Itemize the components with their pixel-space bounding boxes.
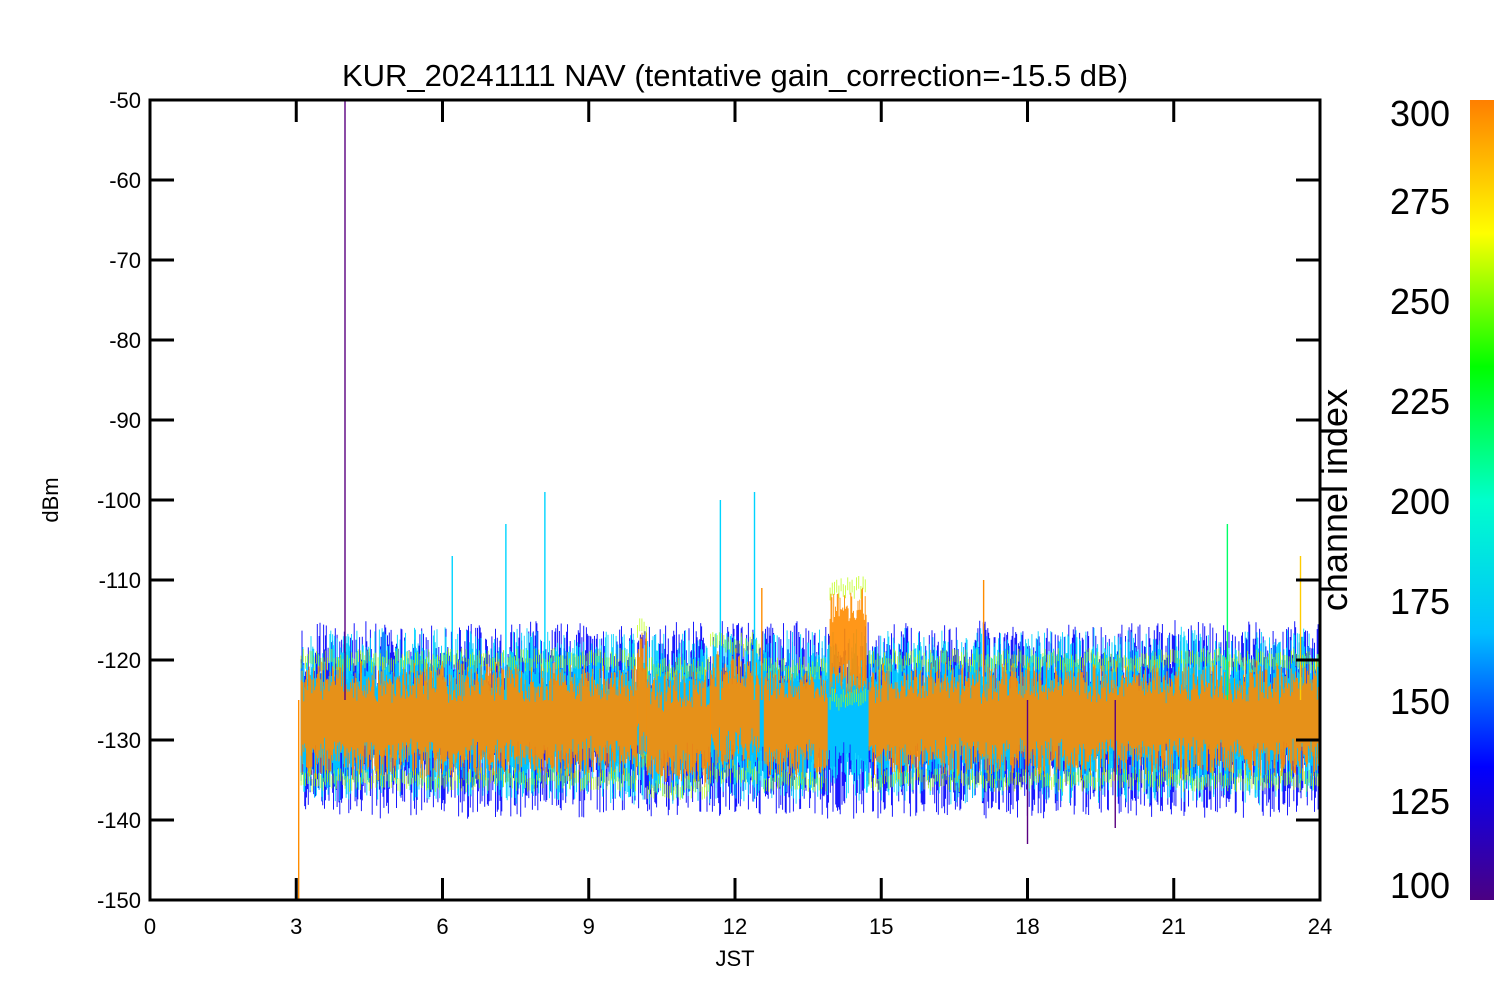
- x-axis: 0 3 6 9 12 15 18 21 24: [144, 100, 1332, 939]
- series-segment: [646, 669, 711, 788]
- band-edge: [300, 648, 636, 792]
- colorbar-tick-label: 125: [1390, 781, 1450, 822]
- series-segment: [710, 648, 760, 769]
- y-tick-label: -60: [109, 168, 141, 193]
- y-tick-label: -100: [97, 488, 141, 513]
- colorbar-tick-label: 100: [1390, 865, 1450, 906]
- y-tick-label: -110: [99, 568, 141, 593]
- colorbar-tick-label: 225: [1390, 381, 1450, 422]
- x-tick-label: 3: [290, 914, 302, 939]
- y-axis-label: dBm: [38, 477, 63, 522]
- y-tick-label: -140: [97, 808, 141, 833]
- y-tick-label: -120: [97, 648, 141, 673]
- x-tick-label: 12: [723, 914, 747, 939]
- series-segment: [300, 659, 638, 781]
- band-edge: [637, 618, 647, 775]
- colorbar: [1470, 100, 1494, 900]
- colorbar-ticks: 300 275 250 225 200 175 150 125 100: [1390, 93, 1450, 906]
- series-segment: [829, 587, 867, 699]
- x-tick-label: 9: [583, 914, 595, 939]
- series-segment: [868, 659, 1320, 782]
- colorbar-tick-label: 175: [1390, 581, 1450, 622]
- data-layer: [297, 100, 1320, 900]
- band-edge: [829, 576, 866, 711]
- series-segment: [763, 669, 828, 779]
- series-band-ch290: [300, 587, 1320, 788]
- y-tick-label: -50: [109, 88, 141, 113]
- colorbar-tick-label: 250: [1390, 281, 1450, 322]
- x-tick-label: 0: [144, 914, 156, 939]
- series-segment: [637, 632, 647, 759]
- colorbar-tick-label: 200: [1390, 481, 1450, 522]
- y-tick-label: -70: [109, 248, 141, 273]
- band-edge: [646, 657, 710, 800]
- colorbar-tick-label: 300: [1390, 93, 1450, 134]
- y-tick-label: -130: [97, 728, 141, 753]
- chart-title: KUR_20241111 NAV (tentative gain_correct…: [342, 58, 1128, 93]
- x-tick-label: 24: [1308, 914, 1332, 939]
- colorbar-label: channel index: [1314, 389, 1355, 611]
- y-axis: -50 -60 -70 -80 -90 -100 -110 -120 -130 -140 -150: [97, 88, 1320, 913]
- x-tick-label: 6: [436, 914, 448, 939]
- y-tick-label: -90: [109, 408, 141, 433]
- band-edge: [868, 648, 1319, 792]
- y-tick-label: -150: [97, 888, 141, 913]
- x-tick-label: 18: [1015, 914, 1039, 939]
- colorbar-tick-label: 150: [1390, 681, 1450, 722]
- spikes: [297, 100, 1302, 900]
- y-tick-label: -80: [109, 328, 141, 353]
- colorbar-tick-label: 275: [1390, 181, 1450, 222]
- x-tick-label: 21: [1162, 914, 1186, 939]
- x-tick-label: 15: [869, 914, 893, 939]
- band-edge: [763, 656, 827, 792]
- x-axis-label: JST: [715, 946, 754, 971]
